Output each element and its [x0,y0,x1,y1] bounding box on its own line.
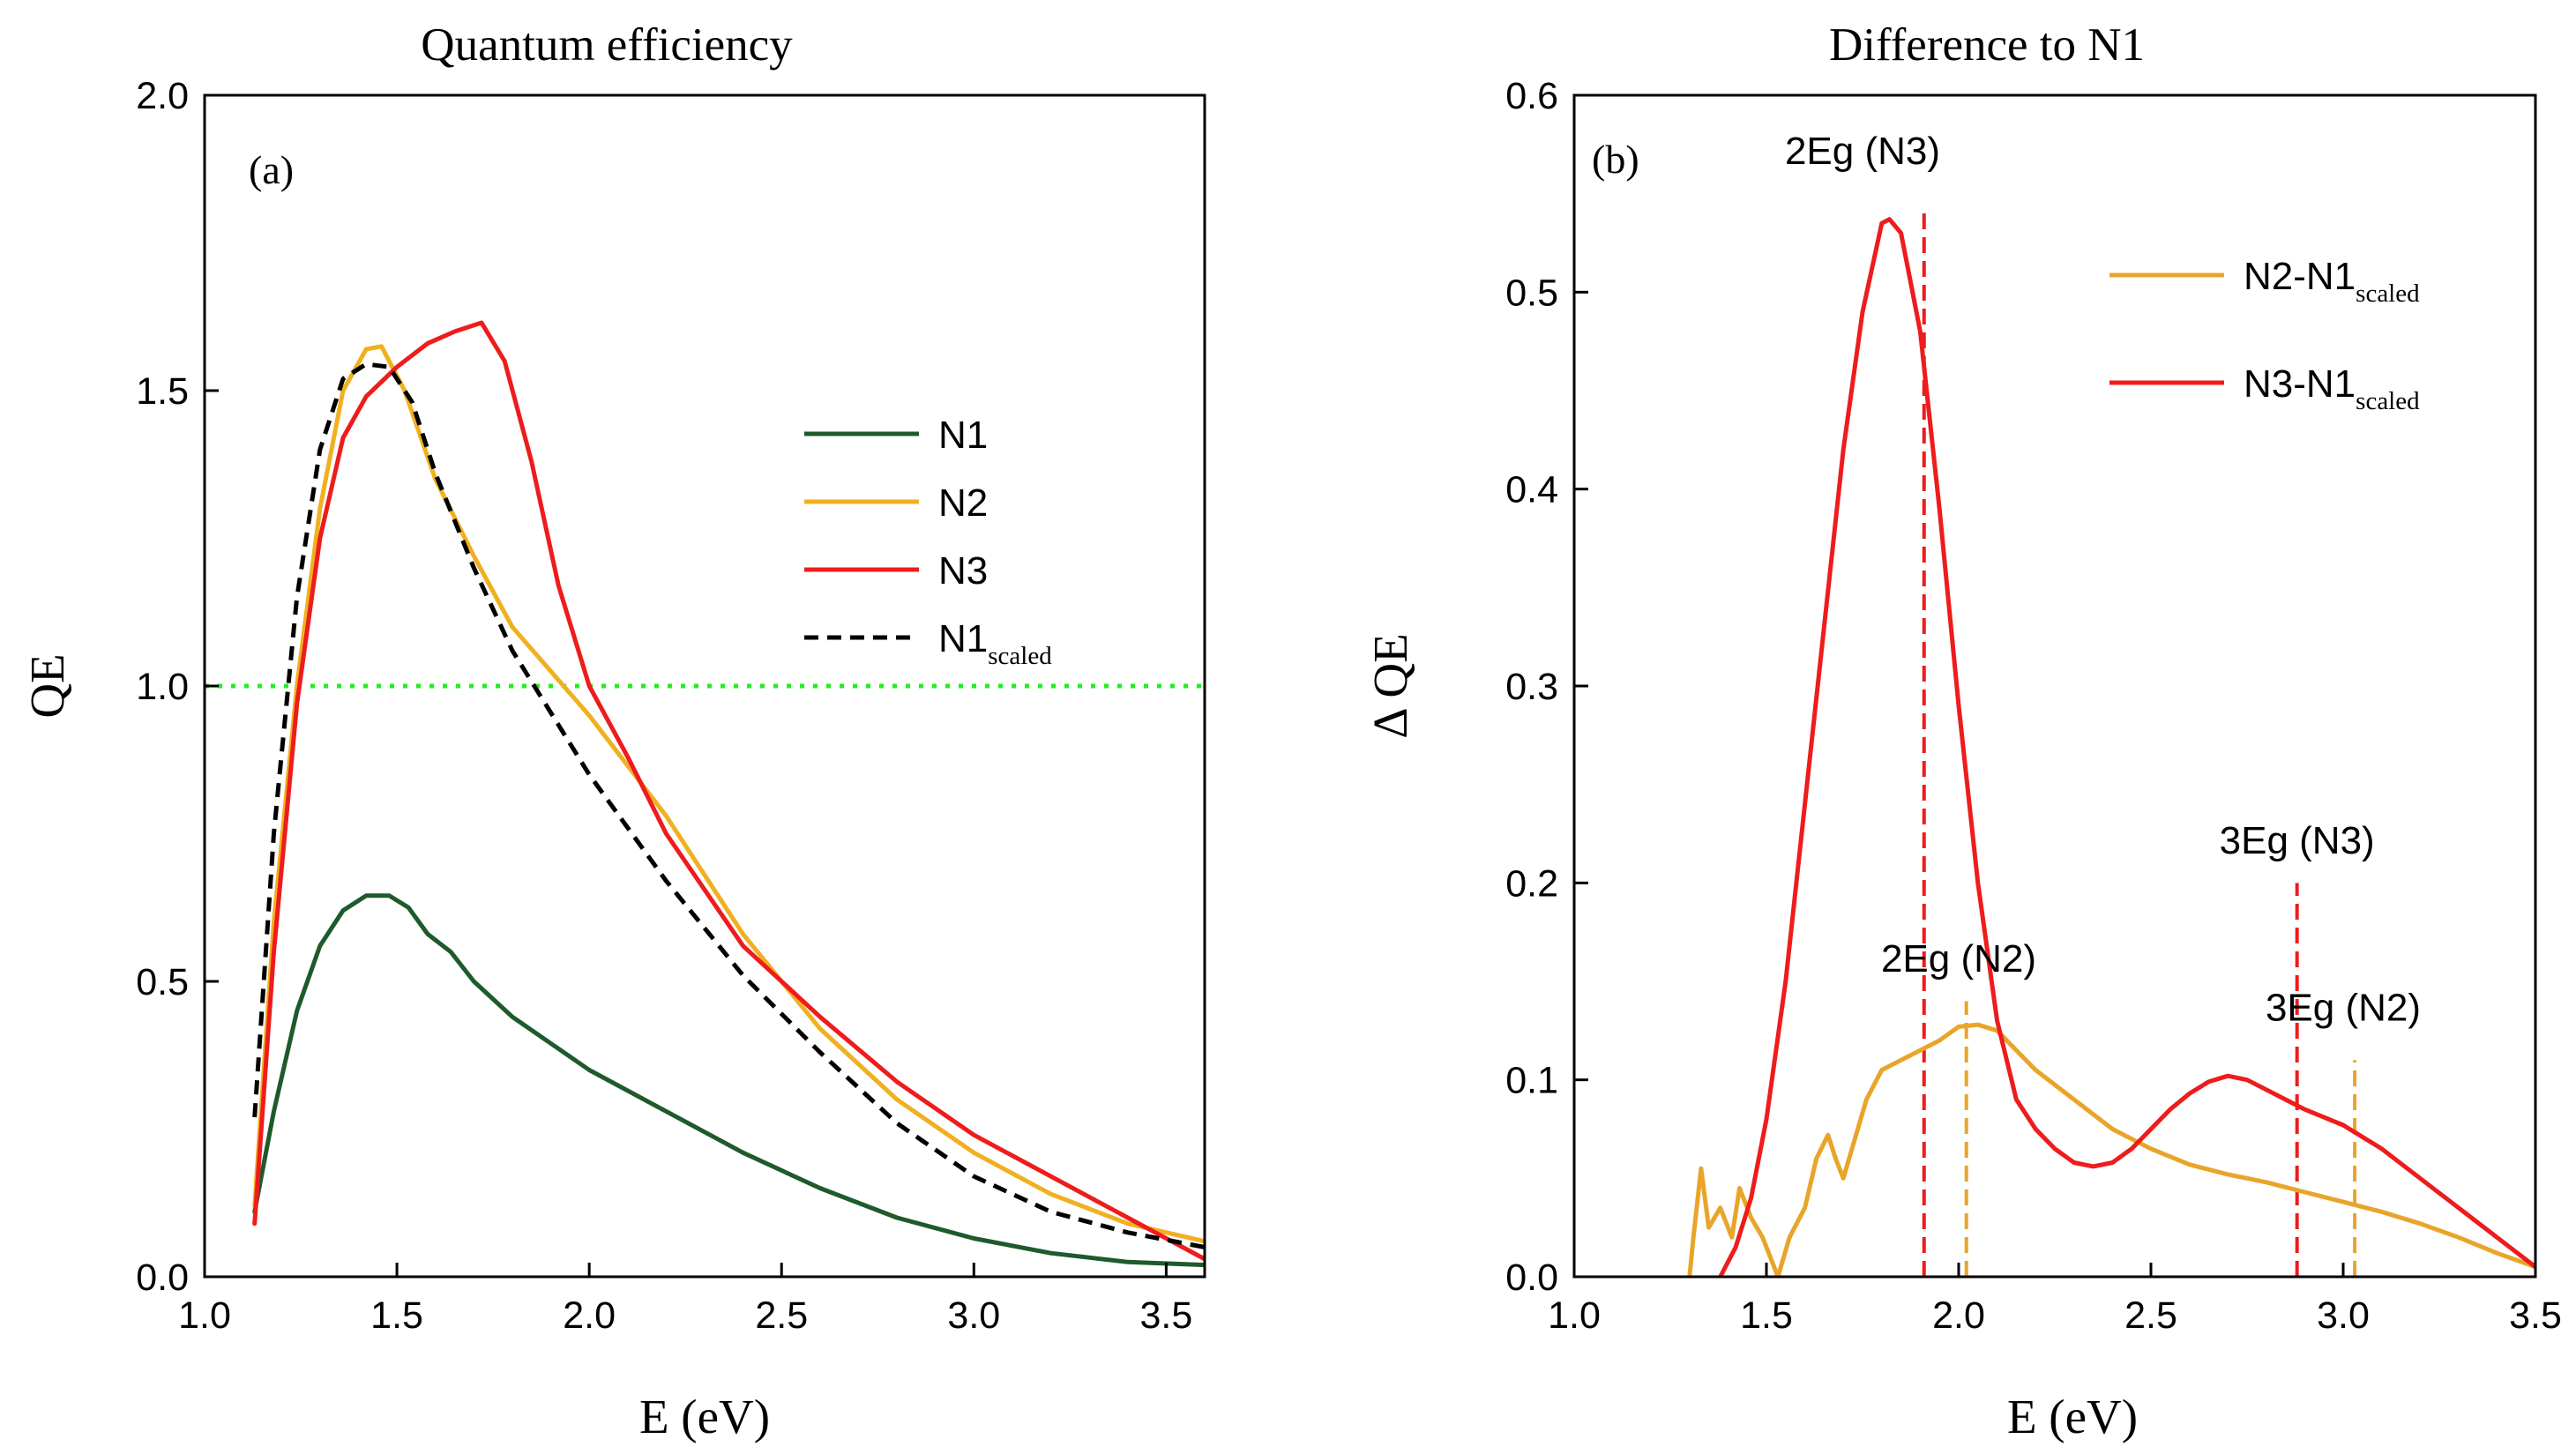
legend-name: N1 [938,617,988,660]
x-tick-label: 2.5 [2124,1294,2177,1337]
legend-subscript: scaled [2356,280,2420,308]
panel-a-plot-content [205,320,1205,1268]
series-line [252,893,1205,1268]
y-tick-label: 0.6 [1505,75,1558,117]
legend-name: N2 [938,481,988,525]
legend-label: N2 [938,481,988,525]
legend-label: N1scaled [938,617,1052,670]
legend-label: N3-N1scaled [2244,362,2420,415]
series-line [1687,1022,2535,1277]
panel-b: Difference to N1 1.0 1.5 2.0 2.5 3.0 3.5 0.0 0.… [1363,19,2562,1443]
marker-label: 3Eg (N3) [2220,819,2375,862]
marker-label: 3Eg (N2) [2266,987,2421,1030]
y-tick-label: 0.5 [136,961,189,1003]
y-tick-label: 0.3 [1505,666,1558,708]
y-tick-label: 0.4 [1505,469,1558,511]
x-tick-label: 2.5 [755,1294,808,1337]
y-tick-label: 0.0 [136,1256,189,1299]
y-tick-label: 0.1 [1505,1060,1558,1102]
legend-subscript: scaled [2356,387,2420,415]
y-tick-label: 0.0 [1505,1256,1558,1299]
legend-name: N1 [938,414,988,457]
panel-b-markers: 2Eg (N3) 2Eg (N2) 3Eg (N3) 3Eg (N2) [1785,130,2421,1029]
y-tick-label: 1.5 [136,370,189,413]
panel-a-title: Quantum efficiency [421,19,793,71]
x-tick-label: 3.5 [1139,1294,1192,1337]
series-line [252,320,1205,1262]
legend-label: N3 [938,549,988,593]
panel-b-title: Difference to N1 [1829,19,2145,71]
panel-b-xlabel: E (eV) [2007,1390,2138,1443]
series-line [1718,217,2535,1277]
legend-name: N2-N1 [2244,255,2356,298]
legend-subscript: scaled [988,642,1052,670]
panel-a-ticks: 1.0 1.5 2.0 2.5 3.0 3.5 0.0 0.5 1.0 1.5 2.0 [136,75,1192,1337]
panel-b-ylabel: Δ QE [1363,633,1417,738]
panel-a-ylabel: QE [20,653,74,718]
x-tick-label: 3.5 [2509,1294,2562,1337]
x-tick-label: 1.5 [1740,1294,1793,1337]
panel-b-plot-content [1687,213,2535,1277]
panel-a-label: (a) [249,147,294,192]
panel-a-xlabel: E (eV) [639,1390,770,1443]
series-line [252,344,1205,1244]
y-tick-label: 2.0 [136,75,189,117]
legend-name: N3 [938,549,988,593]
y-tick-label: 0.5 [1505,272,1558,314]
x-tick-label: 1.0 [178,1294,231,1337]
y-tick-label: 1.0 [136,666,189,708]
legend-name: N3-N1 [2244,362,2356,406]
y-tick-label: 0.2 [1505,862,1558,905]
x-tick-label: 3.0 [947,1294,1000,1337]
panel-b-frame [1572,93,2537,1279]
panel-a: Quantum efficiency 1.0 1.5 2.0 2.5 3.0 3.5 0.0… [20,19,1206,1443]
legend-label: N2-N1scaled [2244,255,2420,308]
marker-label: 2Eg (N2) [1881,937,2036,981]
legend-label: N1 [938,414,988,457]
x-tick-label: 1.0 [1548,1294,1601,1337]
x-tick-label: 2.0 [563,1294,616,1337]
marker-label: 2Eg (N3) [1785,130,1940,173]
x-tick-label: 3.0 [2317,1294,2370,1337]
x-tick-label: 2.0 [1932,1294,1985,1337]
panel-b-label: (b) [1592,137,1639,182]
x-tick-label: 1.5 [370,1294,423,1337]
panel-b-ticks: 1.0 1.5 2.0 2.5 3.0 3.5 0.0 0.1 0.2 0.3 0.4 0.5 0.6 [1505,75,2562,1337]
series-line [252,362,1205,1249]
